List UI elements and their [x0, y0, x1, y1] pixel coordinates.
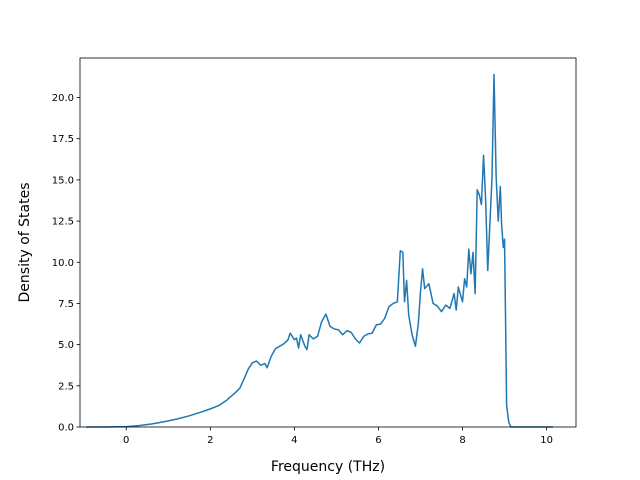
- ticks-layer: 0 2 4 6 8 10 0.0 2.5 5.0 7.5 10.0 12.5 15.0 17.5 20.0: [52, 93, 553, 446]
- x-tick-label: 2: [207, 435, 213, 446]
- x-tick-label: 0: [123, 435, 129, 446]
- y-tick-label: 0.0: [58, 423, 74, 434]
- y-tick-label: 2.5: [58, 381, 74, 392]
- y-tick-label: 15.0: [52, 175, 74, 186]
- y-tick-label: 10.0: [52, 258, 74, 269]
- x-tick-label: 10: [540, 435, 553, 446]
- plot-frame: [79, 57, 577, 428]
- y-tick-label: 17.5: [52, 134, 74, 145]
- y-tick-label: 20.0: [52, 93, 74, 104]
- dos-series-line: [86, 73, 553, 428]
- y-tick-label: 5.0: [58, 340, 74, 351]
- x-tick-label: 6: [375, 435, 381, 446]
- x-tick-label: 4: [291, 435, 297, 446]
- y-tick-label: 12.5: [52, 217, 74, 228]
- y-tick-label: 7.5: [58, 299, 74, 310]
- x-axis-label: Frequency (THz): [271, 459, 385, 475]
- y-axis-label: Density of States: [17, 183, 33, 303]
- x-tick-label: 8: [459, 435, 465, 446]
